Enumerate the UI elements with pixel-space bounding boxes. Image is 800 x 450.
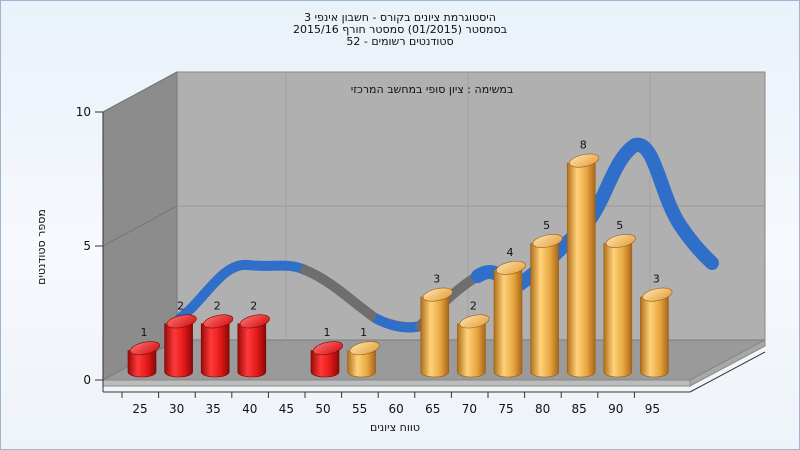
bar-top [569, 153, 600, 168]
x-axis-depth-line [689, 351, 766, 393]
bar [164, 314, 197, 378]
ytick-label: 10 [76, 105, 91, 119]
bar [457, 314, 490, 378]
bar-body [127, 350, 157, 378]
xtick-label: 85 [572, 402, 587, 416]
gridline-side-5 [102, 205, 178, 247]
gridline-side-10 [102, 71, 178, 113]
bar-top [422, 287, 453, 302]
bar [200, 314, 234, 378]
bars-group: 1 2 2 2 1 1 3 2 4 5 8 5 3 [127, 139, 673, 378]
data-label: 2 [214, 299, 221, 312]
bar-body [566, 162, 596, 378]
bar-top [642, 287, 673, 302]
data-label: 5 [616, 219, 623, 232]
chart-subtitle: במשימה : ציון סופי במחשב המרכזי [351, 83, 514, 96]
bar-top [349, 341, 380, 356]
data-label: 5 [543, 219, 550, 232]
data-label: 3 [653, 273, 660, 286]
ytick-label: 0 [83, 373, 91, 387]
bar [566, 153, 600, 378]
bar-body [347, 350, 376, 378]
x-axis-title: טווח ציונים [370, 421, 420, 434]
xtick-label: 80 [535, 402, 550, 416]
bar-body [420, 296, 450, 378]
bar-top [532, 234, 563, 248]
bar-body [493, 269, 523, 378]
trend-segment-blue-1 [175, 259, 310, 323]
floor-edge [102, 379, 691, 387]
bar-body [200, 323, 230, 378]
bar-body [164, 323, 193, 378]
floor-edge-side [689, 339, 766, 387]
xtick-label: 55 [352, 402, 367, 416]
xtick-label: 65 [425, 402, 440, 416]
data-label: 1 [360, 326, 367, 339]
bar-top [203, 314, 234, 329]
y-axis-title: מספר סטודנטים [35, 209, 48, 285]
bar [237, 314, 270, 378]
bar [347, 341, 380, 378]
xtick-label: 90 [608, 402, 623, 416]
xtick-label: 35 [206, 402, 221, 416]
xtick-label: 30 [169, 402, 184, 416]
bar-body [310, 350, 340, 378]
bar-top [459, 314, 490, 329]
bar [127, 341, 161, 378]
trend-line [175, 137, 719, 333]
bar-body [640, 296, 669, 378]
data-label: 2 [250, 299, 257, 312]
bar-top [129, 341, 161, 356]
chart-title-line-3: סטודנטים רשומים - 52 [346, 35, 454, 48]
bar-body [530, 243, 559, 378]
bar [310, 341, 344, 378]
bar-body [457, 323, 486, 378]
bar-body [603, 243, 633, 378]
data-label: 4 [507, 246, 514, 259]
bar-top [166, 314, 197, 329]
data-label: 3 [433, 273, 440, 286]
data-label: 2 [177, 299, 184, 312]
xtick-label: 95 [645, 402, 660, 416]
xtick-label: 60 [389, 402, 404, 416]
chart-title-line-2: בסמסטר (01/2015) סמסטר חורף 2015/16 [293, 23, 507, 36]
data-label: 1 [141, 326, 148, 339]
data-label: 1 [324, 326, 331, 339]
data-label: 2 [470, 299, 477, 312]
bar-top [605, 234, 636, 248]
bar [530, 234, 563, 378]
bar [420, 287, 453, 378]
xtick-label: 70 [462, 402, 477, 416]
bar [493, 260, 527, 378]
xtick-label: 75 [498, 402, 513, 416]
xticks-group: 25 30 35 40 45 50 55 60 65 70 75 80 85 90 95 [121, 392, 660, 416]
data-label: 8 [580, 139, 587, 152]
bar-top [495, 260, 527, 275]
ytick-label: 5 [83, 239, 91, 253]
bar-body [237, 323, 267, 378]
xtick-label: 40 [242, 402, 257, 416]
bar [640, 287, 673, 378]
bar [603, 234, 636, 378]
xtick-label: 45 [279, 402, 294, 416]
xtick-label: 50 [315, 402, 330, 416]
bar-top [239, 314, 270, 329]
bar-top [312, 341, 344, 356]
chart-title-line-1: היסטוגרמת ציונים בקורס - חשבון אינפי 3 [304, 11, 496, 24]
xtick-label: 25 [132, 402, 147, 416]
